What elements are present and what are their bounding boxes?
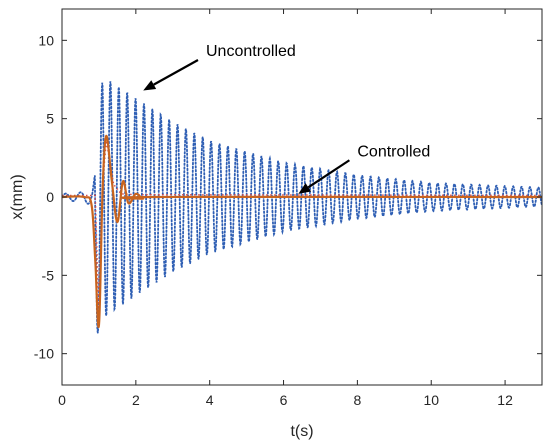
- y-tick-label: 10: [38, 32, 54, 48]
- x-tick-label: 10: [423, 392, 439, 408]
- annotation-arrow: [307, 159, 350, 189]
- x-tick-label: 8: [353, 392, 361, 408]
- x-axis: 0 2 4 6 8 10 12: [58, 9, 513, 408]
- series-uncontrolled: [62, 81, 542, 333]
- y-axis-label: x(mm): [9, 174, 26, 219]
- x-tick-label: 4: [206, 392, 214, 408]
- y-tick-label: -10: [34, 346, 54, 362]
- series-group: [62, 81, 542, 333]
- annotation-label: Controlled: [357, 143, 430, 160]
- x-axis-label: t(s): [290, 423, 313, 440]
- x-tick-label: 2: [132, 392, 140, 408]
- annotation-arrowhead: [143, 80, 157, 91]
- annotations: Uncontrolled Controlled: [143, 43, 430, 194]
- y-tick-label: 5: [46, 111, 54, 127]
- annotation-arrowhead: [298, 183, 312, 194]
- annotation-label: Uncontrolled: [206, 43, 296, 60]
- annotation-arrow: [153, 59, 199, 86]
- y-axis: -10 -5 0 5 10: [34, 32, 542, 362]
- y-tick-label: 0: [46, 189, 54, 205]
- series-reference: [62, 140, 542, 315]
- x-tick-label: 0: [58, 392, 66, 408]
- series-controlled: [62, 134, 542, 329]
- x-tick-label: 12: [497, 392, 513, 408]
- y-tick-label: -5: [42, 267, 55, 283]
- x-tick-label: 6: [280, 392, 288, 408]
